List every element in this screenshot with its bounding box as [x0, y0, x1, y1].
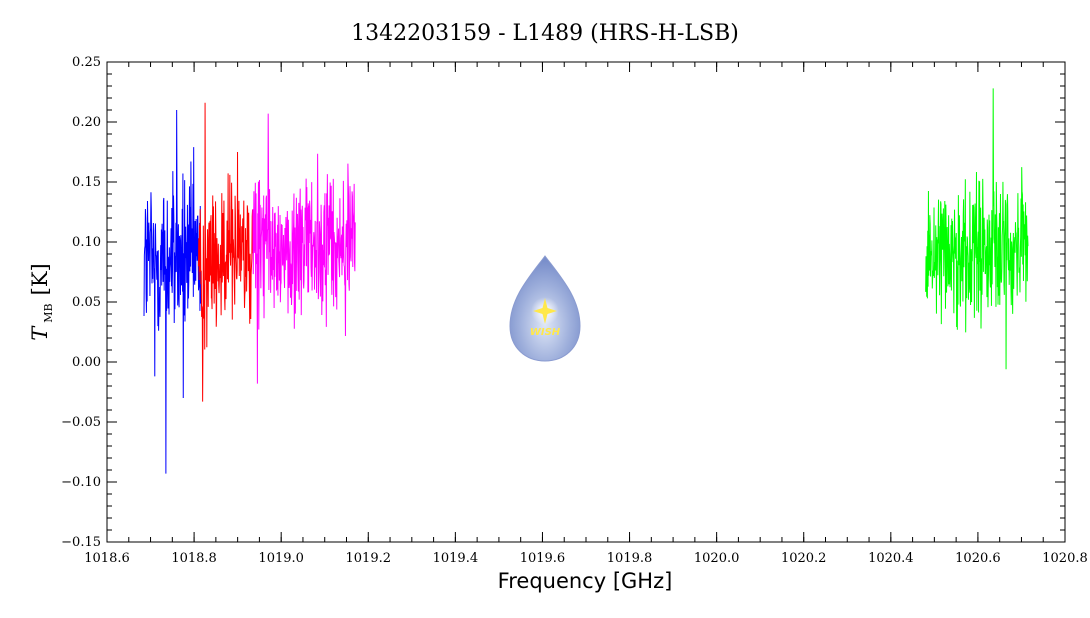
x-tick-label: 1018.6: [84, 551, 130, 566]
x-tick-label: 1019.0: [258, 551, 304, 566]
x-tick-label: 1020.2: [781, 551, 827, 566]
y-axis-label-sub: MB: [42, 303, 55, 322]
x-tick-label: 1020.0: [694, 551, 740, 566]
series-layer: [143, 88, 1029, 474]
x-tick-label: 1020.4: [868, 551, 914, 566]
y-tick-label: 0.00: [72, 355, 101, 370]
svg-text:T MB [K]: T MB [K]: [28, 263, 56, 340]
spectrum-series-2: [197, 102, 254, 402]
star-icon: [533, 298, 557, 324]
y-tick-label: 0.15: [72, 175, 101, 190]
y-tick-label: −0.10: [61, 475, 101, 490]
x-tick-label: 1018.8: [171, 551, 217, 566]
y-tick-label: 0.05: [72, 295, 101, 310]
x-axis-label: Frequency [GHz]: [498, 569, 673, 593]
x-tick-label: 1019.4: [433, 551, 479, 566]
y-tick-label: 0.20: [72, 115, 101, 130]
y-axis-label: T MB [K]: [28, 263, 56, 340]
y-tick-label: −0.05: [61, 415, 101, 430]
chart-title: 1342203159 - L1489 (HRS-H-LSB): [351, 21, 739, 46]
x-tick-label: 1019.2: [346, 551, 392, 566]
x-tick-label: 1020.8: [1042, 551, 1088, 566]
x-tick-label: 1020.6: [955, 551, 1001, 566]
watermark-label: WISH: [530, 327, 561, 338]
y-tick-label: −0.15: [61, 535, 101, 550]
x-axis: 1018.6 1018.8 1019.0 1019.2 1019.4 1019.6 1019…: [84, 62, 1088, 566]
x-tick-label: 1019.6: [520, 551, 566, 566]
y-axis-label-unit: [K]: [28, 263, 52, 295]
spectrum-series-4: [925, 88, 1029, 370]
spectrum-series-1: [143, 109, 202, 474]
x-tick-label: 1019.8: [607, 551, 653, 566]
y-axis: −0.15 −0.10 −0.05 0.00 0.05 0.10 0.15 0.20 0.25: [61, 55, 1065, 550]
y-tick-label: 0.10: [72, 235, 101, 250]
spectrum-series-3: [252, 113, 356, 384]
wish-logo-watermark: WISH: [509, 255, 581, 362]
y-axis-label-main: T: [28, 325, 52, 341]
y-tick-label: 0.25: [72, 55, 101, 70]
